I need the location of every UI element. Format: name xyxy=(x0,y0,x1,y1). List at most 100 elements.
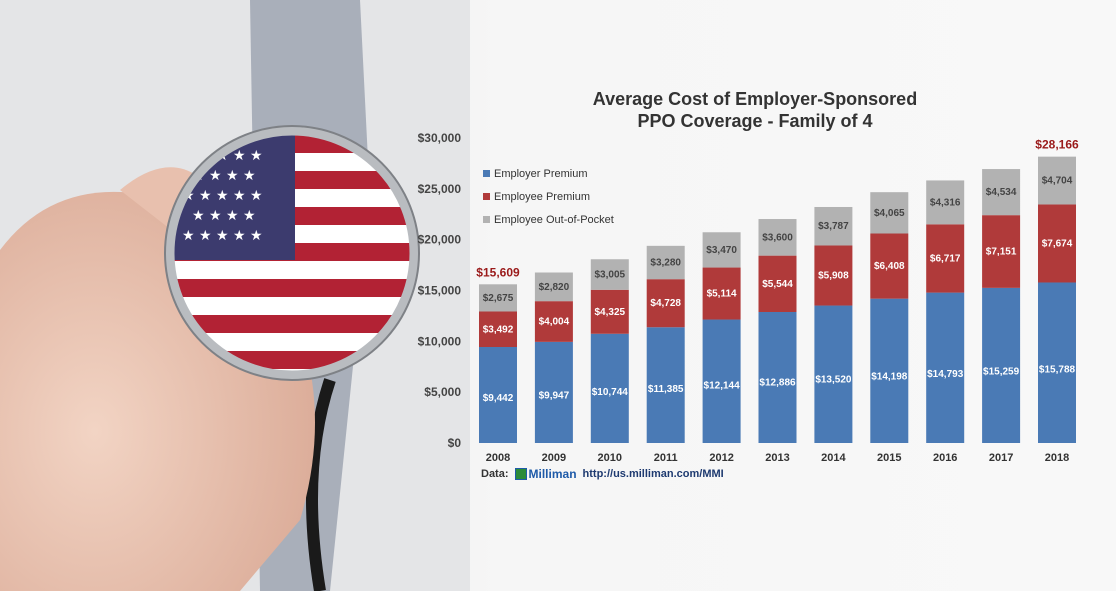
bar-segment-employer-premium xyxy=(982,287,1021,443)
data-label: $9,947 xyxy=(539,391,570,402)
legend-item-employee-oop: Employee Out-of-Pocket xyxy=(483,208,614,231)
bar-segment-employee-out-of-pocket xyxy=(479,284,517,312)
x-tick-label: 2015 xyxy=(877,452,901,464)
stethoscope-flag-photo: ★ ★ ★ ★ ★★ ★ ★ ★ ★ ★ ★ ★ ★★ ★ ★ ★ ★ ★ ★ … xyxy=(0,0,470,591)
chart-legend: Employer Premium Employee Premium Employ… xyxy=(483,162,614,231)
data-label: Data: xyxy=(481,468,509,480)
data-label: $2,820 xyxy=(539,282,570,293)
x-tick-label: 2014 xyxy=(821,452,846,464)
x-tick-label: 2009 xyxy=(542,452,566,464)
bar-segment-employee-premium xyxy=(702,267,741,320)
x-tick-label: 2018 xyxy=(1045,452,1069,464)
bar-segment-employee-out-of-pocket xyxy=(590,259,629,290)
data-label: $4,728 xyxy=(650,298,681,309)
x-tick-label: 2011 xyxy=(654,452,678,464)
bar-segment-employee-out-of-pocket xyxy=(982,169,1021,216)
bar-segment-employer-premium xyxy=(758,311,797,443)
data-label: $3,280 xyxy=(650,258,681,269)
data-label: $15,788 xyxy=(1039,364,1076,375)
bar-segment-employer-premium xyxy=(646,327,685,443)
x-tick-label: 2012 xyxy=(709,452,733,464)
data-label: $3,470 xyxy=(706,245,737,256)
bar-segment-employee-out-of-pocket xyxy=(646,245,685,280)
milliman-logo-text: Milliman xyxy=(528,467,577,481)
data-label: $10,744 xyxy=(592,387,629,398)
bar-segment-employer-premium xyxy=(534,341,573,443)
bar-segment-employer-premium xyxy=(1038,282,1076,443)
data-label: $7,151 xyxy=(986,247,1017,258)
bar-segment-employer-premium xyxy=(590,333,629,443)
svg-text:★ ★ ★ ★: ★ ★ ★ ★ xyxy=(192,168,256,184)
data-label: $6,717 xyxy=(930,253,961,264)
y-tick-label: $25,000 xyxy=(418,182,462,196)
bar-segment-employee-out-of-pocket xyxy=(1038,156,1076,205)
chart-title-line-2: PPO Coverage - Family of 4 xyxy=(637,111,873,131)
data-label: $6,408 xyxy=(874,261,905,272)
data-label: $9,442 xyxy=(483,393,514,404)
bar-segment-employer-premium xyxy=(926,292,965,443)
bar-segment-employee-premium xyxy=(479,311,517,348)
y-tick-label: $5,000 xyxy=(424,385,461,399)
x-tick-label: 2013 xyxy=(765,452,789,464)
bar-segment-employee-out-of-pocket xyxy=(534,272,573,302)
bar-segment-employee-premium xyxy=(758,255,797,312)
legend-item-employer-premium: Employer Premium xyxy=(483,162,614,185)
milliman-logo-icon xyxy=(514,468,527,480)
data-label: $3,600 xyxy=(762,232,793,243)
data-label: $5,544 xyxy=(762,279,793,290)
y-tick-label: $10,000 xyxy=(418,334,462,348)
legend-swatch xyxy=(483,216,490,223)
data-label: $4,704 xyxy=(1042,176,1073,187)
chart-title: Average Cost of Employer-Sponsored PPO C… xyxy=(560,88,950,132)
bar-segment-employee-premium xyxy=(646,279,685,328)
data-label: $14,793 xyxy=(927,369,964,380)
data-label: $5,908 xyxy=(818,271,849,282)
data-label: $3,492 xyxy=(483,324,514,335)
data-label: $14,198 xyxy=(871,371,908,382)
source-url[interactable]: http://us.milliman.com/MMI xyxy=(582,468,724,480)
x-tick-label: 2017 xyxy=(989,452,1013,464)
data-label: $15,259 xyxy=(983,367,1020,378)
x-tick-label: 2016 xyxy=(933,452,957,464)
data-label: $3,787 xyxy=(818,221,849,232)
bar-segment-employee-out-of-pocket xyxy=(758,219,797,256)
total-annotation: $28,166 xyxy=(1035,138,1079,152)
data-label: $4,316 xyxy=(930,197,961,208)
svg-text:★ ★ ★ ★ ★: ★ ★ ★ ★ ★ xyxy=(182,188,263,204)
data-label: $4,065 xyxy=(874,208,905,219)
y-tick-label: $20,000 xyxy=(418,233,462,247)
legend-item-employee-premium: Employee Premium xyxy=(483,185,614,208)
svg-text:★ ★ ★ ★ ★: ★ ★ ★ ★ ★ xyxy=(182,228,263,244)
bar-segment-employer-premium xyxy=(479,347,517,443)
bar-segment-employee-premium xyxy=(1038,204,1076,283)
legend-label: Employer Premium xyxy=(494,167,588,180)
data-label: $4,534 xyxy=(986,187,1017,198)
total-annotation: $15,609 xyxy=(476,265,520,279)
bar-segment-employee-premium xyxy=(590,289,629,334)
legend-label: Employee Premium xyxy=(494,190,590,203)
chart-footer: Data: Milliman http://us.milliman.com/MM… xyxy=(481,467,724,481)
bar-segment-employer-premium xyxy=(870,298,909,443)
bar-segment-employee-out-of-pocket xyxy=(702,232,741,268)
data-label: $3,005 xyxy=(595,270,626,281)
data-label: $13,520 xyxy=(815,375,852,386)
legend-swatch xyxy=(483,193,490,200)
data-label: $4,004 xyxy=(539,317,570,328)
data-label: $7,674 xyxy=(1042,238,1073,249)
svg-text:★ ★ ★ ★: ★ ★ ★ ★ xyxy=(192,208,256,224)
bar-segment-employee-out-of-pocket xyxy=(814,206,853,246)
y-tick-label: $0 xyxy=(448,436,462,450)
bar-segment-employee-out-of-pocket xyxy=(926,180,965,225)
bar-segment-employee-premium xyxy=(870,233,909,299)
legend-swatch xyxy=(483,170,490,177)
chart-title-line-1: Average Cost of Employer-Sponsored xyxy=(592,89,918,109)
x-tick-label: 2010 xyxy=(598,452,622,464)
bar-segment-employee-premium xyxy=(926,224,965,293)
y-tick-label: $30,000 xyxy=(418,131,462,145)
x-tick-label: 2008 xyxy=(486,452,510,464)
data-label: $2,675 xyxy=(483,293,514,304)
bar-segment-employee-premium xyxy=(982,215,1021,288)
data-label: $4,325 xyxy=(595,307,626,318)
milliman-logo: Milliman xyxy=(514,467,577,481)
